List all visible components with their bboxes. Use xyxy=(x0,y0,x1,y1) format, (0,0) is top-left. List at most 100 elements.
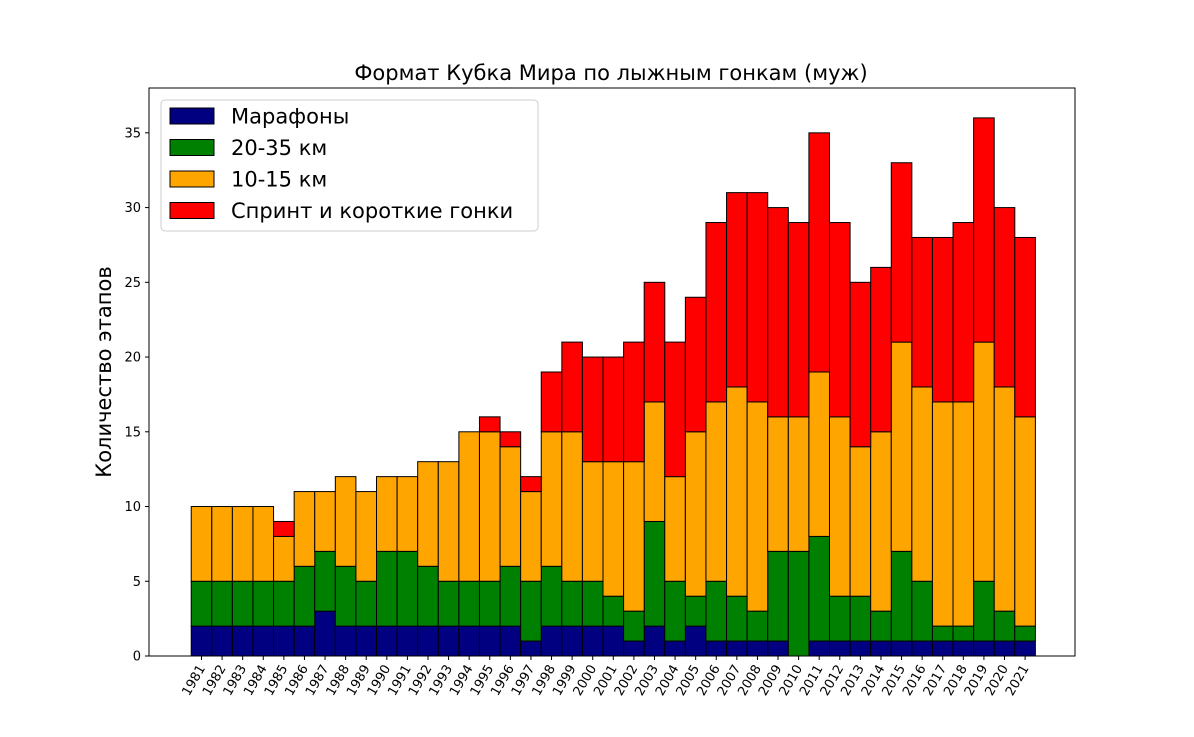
bar-segment xyxy=(540,625,563,657)
bar-segment xyxy=(870,266,892,433)
bar-segment xyxy=(849,595,872,642)
bar-segment xyxy=(520,640,542,657)
bar-segment xyxy=(767,640,789,657)
legend-label: 10-15 км xyxy=(231,168,327,192)
bar-segment xyxy=(705,222,728,403)
series-4 xyxy=(273,117,1036,537)
bar-segment xyxy=(664,476,686,582)
bar-segment xyxy=(581,356,604,463)
legend-swatch xyxy=(169,170,215,188)
bar-segment xyxy=(602,356,625,463)
bar-segment xyxy=(643,401,666,522)
bar-segment xyxy=(705,640,728,657)
bar-segment xyxy=(355,491,378,582)
bar-segment xyxy=(314,610,336,657)
bar-segment xyxy=(952,401,975,627)
bar-segment xyxy=(437,461,460,582)
bar-segment xyxy=(870,431,892,612)
bar-segment xyxy=(952,222,975,403)
bar-segment xyxy=(993,386,1016,612)
bar-segment xyxy=(190,506,213,582)
bar-segment xyxy=(334,565,357,627)
y-tick-label: 30 xyxy=(124,201,141,216)
bar-segment xyxy=(334,476,357,567)
bar-segment xyxy=(973,341,995,582)
bar-segment xyxy=(396,476,419,552)
legend-swatch xyxy=(169,202,215,219)
bar-segment xyxy=(767,416,789,552)
legend-label: Марафоны xyxy=(231,105,349,129)
y-tick-label: 0 xyxy=(133,650,141,665)
bar-segment xyxy=(684,296,707,433)
bar-segment xyxy=(293,625,316,657)
bar-segment xyxy=(520,491,542,582)
legend-swatch xyxy=(169,107,215,125)
bar-segment xyxy=(376,476,398,552)
bar-segment xyxy=(334,625,357,657)
bar-segment xyxy=(417,461,439,567)
bar-segment xyxy=(602,461,625,597)
bar-segment xyxy=(190,580,213,627)
bar-segment xyxy=(643,625,666,657)
bar-segment xyxy=(890,550,913,642)
series-3 xyxy=(190,341,1036,627)
bar-segment xyxy=(746,640,769,657)
legend-swatch xyxy=(169,139,215,156)
bar-segment xyxy=(726,595,748,642)
bar-segment xyxy=(211,625,233,657)
legend-label: Спринт и короткие гонки xyxy=(231,199,513,223)
bar-segment xyxy=(705,401,728,582)
bar-segment xyxy=(684,595,707,627)
plot-frame xyxy=(148,87,1076,657)
bar-segment xyxy=(540,431,563,567)
bar-segment xyxy=(376,550,398,627)
bar-segment xyxy=(726,640,748,657)
bar-segment xyxy=(664,580,686,642)
bar-segment xyxy=(1014,640,1036,657)
bar-segment xyxy=(355,580,378,627)
bar-segment xyxy=(993,207,1016,388)
bar-segment xyxy=(787,222,810,418)
bar-segment xyxy=(911,580,933,642)
bar-segment xyxy=(1014,625,1036,642)
bar-segment xyxy=(561,341,583,433)
bar-segment xyxy=(211,580,233,627)
bar-segment xyxy=(911,386,933,582)
bar-segment xyxy=(993,610,1016,642)
y-tick-label: 25 xyxy=(124,276,141,291)
bar-segment xyxy=(437,580,460,627)
bar-segment xyxy=(890,341,913,552)
bar-segment xyxy=(396,625,419,657)
bar-segment xyxy=(376,625,398,657)
bar-segment xyxy=(561,625,583,657)
bar-segment xyxy=(787,550,810,657)
bar-segment xyxy=(870,610,892,642)
bar-segment xyxy=(520,580,542,642)
bar-segment xyxy=(561,431,583,582)
bar-segment xyxy=(808,640,830,657)
bar-segment xyxy=(829,640,851,657)
bar-segment xyxy=(273,520,295,537)
bar-segment xyxy=(252,625,275,657)
bar-segment xyxy=(767,550,789,642)
bar-segment xyxy=(767,207,789,418)
bar-segment xyxy=(417,625,439,657)
bars-layer xyxy=(190,117,1036,657)
bar-segment xyxy=(581,580,604,627)
bar-segment xyxy=(952,640,975,657)
bar-segment xyxy=(231,625,254,657)
bar-segment xyxy=(623,341,645,463)
bar-segment xyxy=(355,625,378,657)
bar-segment xyxy=(314,491,336,552)
y-axis-label: Количество этапов xyxy=(92,266,116,477)
bar-segment xyxy=(293,565,316,627)
y-tick-label: 20 xyxy=(124,351,141,366)
bar-segment xyxy=(829,416,851,597)
series-1 xyxy=(190,610,1036,657)
bar-segment xyxy=(458,431,480,582)
bar-segment xyxy=(829,222,851,418)
bar-segment xyxy=(499,431,522,448)
bar-segment xyxy=(1014,416,1036,627)
bar-segment xyxy=(437,625,460,657)
